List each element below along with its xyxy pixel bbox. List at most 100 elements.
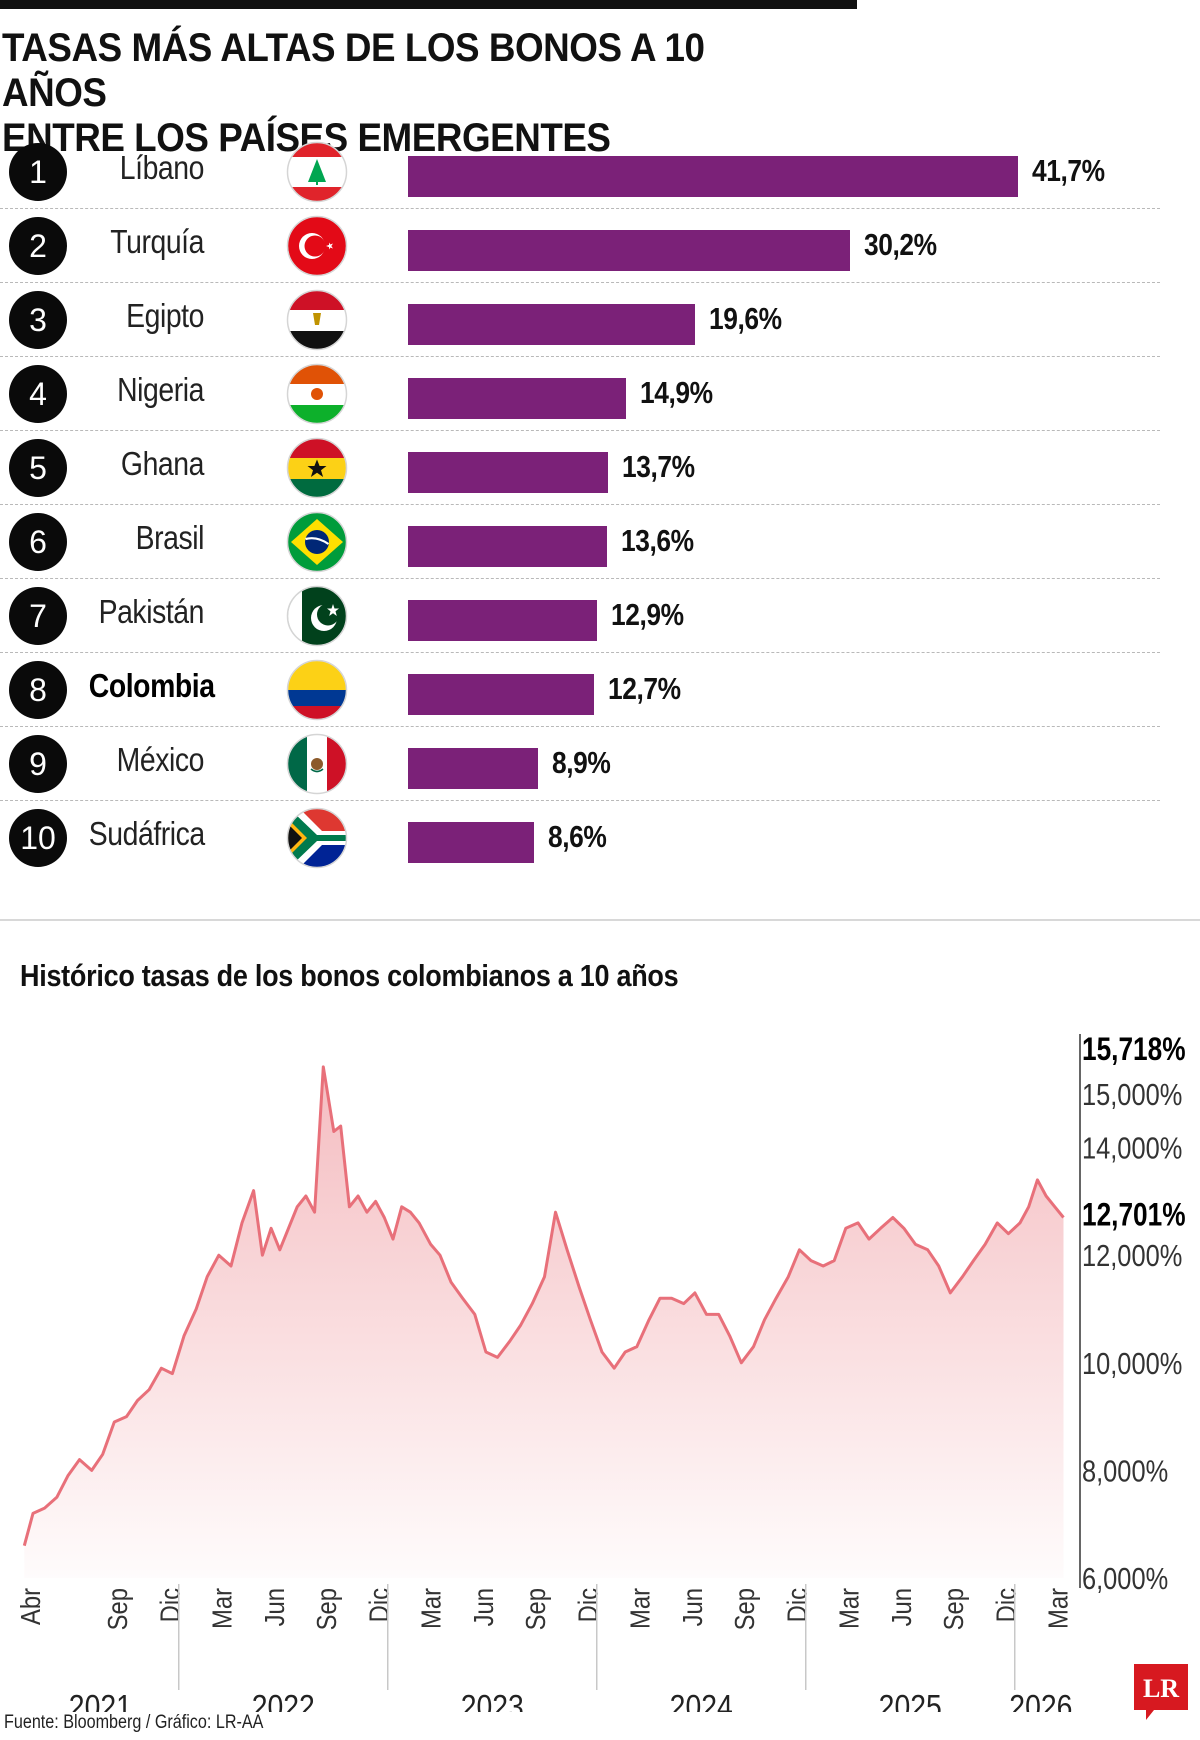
bar <box>408 230 850 271</box>
title-line-1: TASAS MÁS ALTAS DE LOS BONOS A 10 AÑOS <box>2 26 705 115</box>
x-tick-label: Jun <box>885 1588 917 1626</box>
ranking-row: 5 Ghana 13,7% <box>0 431 1200 505</box>
south-africa-flag <box>286 807 348 869</box>
y-tick-label: 12,000% <box>1082 1239 1182 1274</box>
rank-number: 1 <box>9 143 67 201</box>
country-label: Turquía <box>110 223 204 260</box>
x-tick-label: Sep <box>310 1588 342 1630</box>
lr-logo-text: LR <box>1143 1674 1179 1703</box>
ranking-row: 3 Egipto 19,6% <box>0 283 1200 357</box>
row-separator <box>0 504 1160 505</box>
colombia-flag <box>286 659 348 721</box>
country-label: México <box>116 741 205 778</box>
rank-number: 10 <box>9 809 67 867</box>
history-chart-title: Histórico tasas de los bonos colombianos… <box>20 958 679 993</box>
country-label: Colombia <box>88 667 215 704</box>
ranking-row: 2 Turquía 30,2% <box>0 209 1200 283</box>
year-label: 2025 <box>879 1688 942 1712</box>
x-tick-label: Dic <box>154 1588 186 1622</box>
year-label: 2021 <box>69 1688 132 1712</box>
ranking-row: 7 Pakistán 12,9% <box>0 579 1200 653</box>
rank-number: 5 <box>9 439 67 497</box>
country-label: Egipto <box>126 297 204 334</box>
bar <box>408 526 607 567</box>
history-area-chart: 6,000% 8,000% 10,000% 12,000% 14,000% 15,000%… <box>14 1033 1186 1712</box>
bar-value-label: 13,6% <box>621 523 694 558</box>
bar-value-label: 8,6% <box>548 819 607 854</box>
row-separator <box>0 356 1160 357</box>
y-tick-label: 6,000% <box>1082 1562 1168 1597</box>
lr-logo: LR <box>1134 1664 1188 1720</box>
turkey-flag <box>286 215 348 277</box>
x-tick-label: Abr <box>14 1588 46 1625</box>
series-line <box>22 1065 1065 1547</box>
rank-number: 3 <box>9 291 67 349</box>
bar <box>408 452 608 493</box>
ranking-row: 10 Sudáfrica 8,6% <box>0 801 1200 875</box>
bar-value-label: 13,7% <box>622 449 695 484</box>
bar-value-label: 12,7% <box>608 671 681 706</box>
rank-number: 9 <box>9 735 67 793</box>
x-tick-label: Sep <box>519 1588 551 1630</box>
bar-value-label: 8,9% <box>552 745 611 780</box>
country-label: Brasil <box>135 519 205 556</box>
rank-number: 4 <box>9 365 67 423</box>
country-label: Nigeria <box>117 371 204 408</box>
y-highlight-label: 12,701% <box>1082 1198 1186 1233</box>
source-note: Fuente: Bloomberg / Gráfico: LR-AA <box>4 1712 264 1733</box>
x-tick-label: Sep <box>728 1588 760 1630</box>
bar <box>408 822 534 863</box>
rank-number: 2 <box>9 217 67 275</box>
ranking-row: 6 Brasil 13,6% <box>0 505 1200 579</box>
ghana-flag <box>286 437 348 499</box>
row-separator <box>0 282 1160 283</box>
series-area <box>24 1066 1064 1578</box>
bar <box>408 378 626 419</box>
x-tick-label: Mar <box>833 1588 865 1629</box>
country-label: Ghana <box>120 445 205 482</box>
bar <box>408 600 597 641</box>
row-separator <box>0 652 1160 653</box>
bar <box>408 304 695 345</box>
bar <box>408 156 1018 197</box>
ranking-row: 9 México 8,9% <box>0 727 1200 801</box>
lebanon-flag <box>286 141 348 203</box>
y-tick-label: 15,000% <box>1082 1077 1182 1112</box>
bar-value-label: 12,9% <box>611 597 684 632</box>
x-tick-label: Sep <box>937 1588 969 1630</box>
egypt-flag <box>286 289 348 351</box>
top-rule <box>0 0 857 9</box>
country-label: Pakistán <box>98 593 205 630</box>
y-tick-label: 10,000% <box>1082 1346 1182 1381</box>
country-label: Sudáfrica <box>88 815 205 852</box>
year-label: 2026 <box>1009 1688 1072 1712</box>
bar-value-label: 41,7% <box>1032 153 1105 188</box>
x-tick-label: Dic <box>781 1588 813 1622</box>
bar-value-label: 19,6% <box>709 301 782 336</box>
x-tick-label: Mar <box>415 1588 447 1629</box>
year-label: 2024 <box>670 1688 733 1712</box>
x-tick-label: Sep <box>101 1588 133 1630</box>
rank-number: 7 <box>9 587 67 645</box>
x-tick-label: Jun <box>467 1588 499 1626</box>
page-title: TASAS MÁS ALTAS DE LOS BONOS A 10 AÑOS E… <box>2 26 812 161</box>
section-divider <box>0 919 1200 921</box>
mexico-flag <box>286 733 348 795</box>
brazil-flag <box>286 511 348 573</box>
x-tick-label: Mar <box>206 1588 238 1629</box>
niger-flag <box>286 363 348 425</box>
x-tick-label: Jun <box>676 1588 708 1626</box>
y-tick-label: 14,000% <box>1082 1131 1182 1166</box>
year-label: 2022 <box>252 1688 315 1712</box>
row-separator <box>0 726 1160 727</box>
bar-value-label: 14,9% <box>640 375 713 410</box>
x-tick-label: Dic <box>990 1588 1022 1622</box>
rank-number: 6 <box>9 513 67 571</box>
ranking-row: 4 Nigeria 14,9% <box>0 357 1200 431</box>
x-tick-label: Dic <box>572 1588 604 1622</box>
bar-value-label: 30,2% <box>864 227 937 262</box>
bar <box>408 748 538 789</box>
row-separator <box>0 208 1160 209</box>
x-tick-label: Mar <box>1042 1588 1074 1629</box>
y-highlight-label: 15,718% <box>1082 1033 1186 1068</box>
